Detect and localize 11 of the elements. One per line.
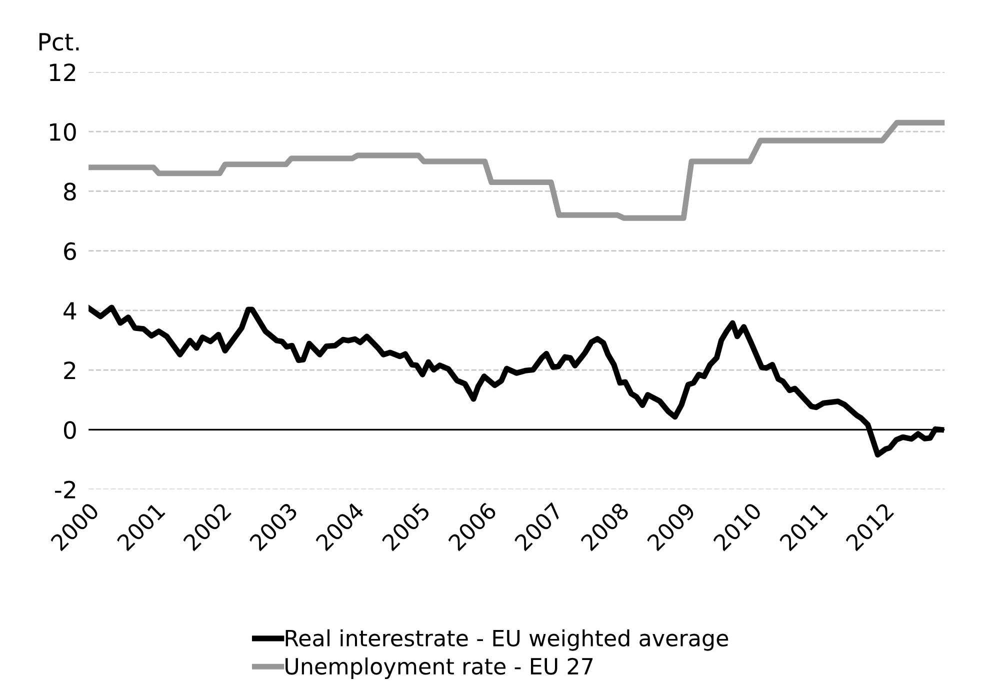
y-tick-label: 6 [64, 242, 76, 260]
y-tick-label: 8 [64, 182, 76, 201]
y-tick-label: 12 [50, 63, 76, 81]
legend-label: Unemployment rate - EU 27 [286, 657, 593, 679]
y-tick-label: -2 [55, 480, 76, 498]
y-axis-title: Pct. [40, 33, 79, 51]
y-tick-label: 0 [64, 421, 76, 439]
y-tick-label: 2 [64, 362, 76, 380]
legend-label: Real interestrate - EU weighted average [286, 629, 728, 651]
y-tick-label: 4 [64, 302, 76, 320]
y-tick-label: 10 [50, 123, 76, 141]
